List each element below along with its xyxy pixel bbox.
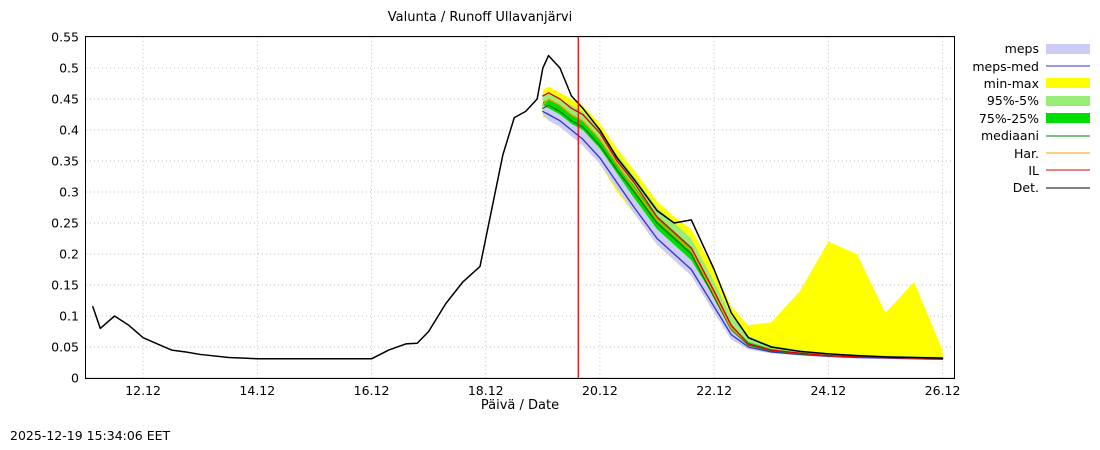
y-tick-label: 0.25 bbox=[51, 215, 79, 231]
y-tick-label: 0.3 bbox=[59, 184, 79, 200]
legend-label: Har. bbox=[1013, 145, 1039, 161]
legend-swatch-fill bbox=[1046, 169, 1090, 171]
y-tick-label: 0.4 bbox=[59, 122, 79, 138]
legend-swatch-line bbox=[1046, 165, 1090, 176]
legend-swatch-band bbox=[1046, 95, 1090, 106]
band-meps bbox=[542, 105, 943, 361]
legend-swatch-fill bbox=[1046, 65, 1090, 67]
legend-swatch-line bbox=[1046, 182, 1090, 193]
y-tick-label: 0.05 bbox=[51, 339, 79, 355]
legend-label: 75%-25% bbox=[978, 110, 1039, 126]
legend-item: mediaani bbox=[965, 127, 1095, 144]
legend-swatch-fill bbox=[1046, 135, 1090, 137]
legend-item: Det. bbox=[965, 179, 1095, 196]
legend-item: IL bbox=[965, 162, 1095, 179]
legend-swatch-fill bbox=[1046, 43, 1090, 54]
y-tick-label: 0.15 bbox=[51, 277, 79, 293]
legend-swatch-line bbox=[1046, 61, 1090, 72]
legend-label: IL bbox=[1028, 162, 1039, 178]
legend-swatch-fill bbox=[1046, 95, 1090, 106]
y-tick-label: 0.45 bbox=[51, 91, 79, 107]
legend-swatch-line bbox=[1046, 130, 1090, 141]
series-line-Det. bbox=[92, 54, 944, 360]
page-title: Valunta / Runoff Ullavanjärvi bbox=[387, 10, 573, 25]
legend-swatch-band bbox=[1046, 113, 1090, 124]
x-tick-label: 22.12 bbox=[696, 383, 733, 398]
chart-legend: meps meps-med min-max 95%-5% 75%-25% mediaani… bbox=[965, 40, 1095, 197]
legend-item: Har. bbox=[965, 144, 1095, 161]
legend-swatch-fill bbox=[1046, 187, 1090, 189]
legend-swatch-fill bbox=[1046, 78, 1090, 89]
legend-item: 75%-25% bbox=[965, 110, 1095, 127]
x-tick-label: 18.12 bbox=[467, 383, 504, 398]
legend-swatch-band bbox=[1046, 43, 1090, 54]
x-tick-label: 16.12 bbox=[353, 383, 390, 398]
plot-wrapper: Valunta / Runoff (mm/h) Päivä / Date 00.… bbox=[51, 30, 960, 414]
x-axis-label: Päivä / Date bbox=[480, 398, 560, 413]
legend-item: min-max bbox=[965, 75, 1095, 92]
y-tick-label: 0 bbox=[71, 370, 79, 386]
legend-item: meps-med bbox=[965, 57, 1095, 74]
y-tick-label: 0.55 bbox=[51, 29, 79, 45]
series-line-IL bbox=[542, 92, 944, 360]
legend-item: 95%-5% bbox=[965, 92, 1095, 109]
legend-label: min-max bbox=[983, 75, 1039, 91]
plot-area bbox=[85, 36, 955, 379]
legend-swatch-fill bbox=[1046, 152, 1090, 154]
y-tick-label: 0.1 bbox=[59, 308, 79, 324]
x-tick-label: 14.12 bbox=[239, 383, 276, 398]
legend-label: meps-med bbox=[972, 58, 1039, 74]
legend-swatch-line bbox=[1046, 148, 1090, 159]
x-tick-label: 12.12 bbox=[125, 383, 161, 398]
x-tick-label: 20.12 bbox=[582, 383, 618, 398]
y-tick-label: 0.5 bbox=[59, 60, 79, 76]
legend-label: Det. bbox=[1012, 180, 1039, 196]
timestamp-label: 2025-12-19 15:34:06 EET bbox=[10, 428, 171, 443]
band-95%-5% bbox=[542, 92, 943, 359]
y-tick-label: 0.35 bbox=[51, 153, 79, 169]
legend-label: meps bbox=[1004, 41, 1039, 57]
band-min-max bbox=[542, 86, 943, 360]
x-tick-label: 24.12 bbox=[810, 383, 847, 398]
legend-swatch-band bbox=[1046, 78, 1090, 89]
y-tick-label: 0.2 bbox=[59, 246, 79, 262]
legend-item: meps bbox=[965, 40, 1095, 57]
legend-label: 95%-5% bbox=[986, 93, 1039, 109]
legend-label: mediaani bbox=[981, 128, 1039, 144]
legend-swatch-fill bbox=[1046, 113, 1090, 124]
x-tick-label: 26.12 bbox=[924, 383, 961, 398]
chart-canvas bbox=[86, 37, 954, 378]
band-75%-25% bbox=[542, 99, 943, 359]
